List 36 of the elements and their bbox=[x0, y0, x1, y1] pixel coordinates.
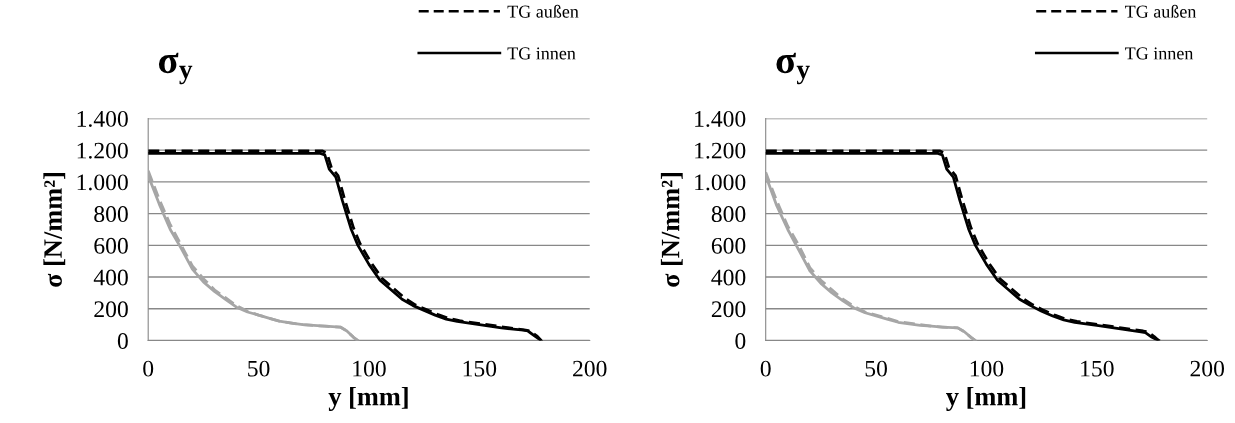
y-tick-label: 1.200 bbox=[77, 142, 128, 159]
y-tick-label: 200 bbox=[94, 301, 128, 318]
legend-label: TG innen bbox=[507, 47, 576, 60]
x-axis-title: y [mm] bbox=[328, 386, 408, 411]
x-tick-label: 100 bbox=[353, 360, 386, 377]
y-tick-label: 600 bbox=[711, 237, 746, 254]
y-axis-title: σ [N/mm²] bbox=[43, 173, 66, 287]
legend-label: TG außen bbox=[507, 4, 579, 18]
y-tick-label: 800 bbox=[94, 206, 128, 223]
x-tick-label: 0 bbox=[760, 360, 771, 377]
x-tick-label: 50 bbox=[865, 360, 887, 377]
y-tick-label: 1.000 bbox=[77, 174, 128, 191]
legend-label: TG innen bbox=[1125, 47, 1194, 60]
y-tick-label: 800 bbox=[711, 206, 746, 223]
y-tick-label: 0 bbox=[735, 333, 746, 349]
y-tick-label: 0 bbox=[117, 333, 128, 349]
x-tick-label: 150 bbox=[463, 360, 497, 377]
y-tick-label: 1.000 bbox=[695, 174, 746, 191]
y-tick-label: 1.400 bbox=[695, 110, 746, 127]
x-tick-label: 50 bbox=[248, 360, 270, 377]
x-tick-label: 100 bbox=[970, 360, 1004, 377]
x-tick-label: 200 bbox=[573, 360, 607, 377]
y-tick-label: 600 bbox=[94, 237, 128, 254]
chart-title: σ$_{y}$ bbox=[776, 52, 810, 85]
x-tick-label: 200 bbox=[1190, 360, 1225, 377]
y-axis-title: σ [N/mm²] bbox=[660, 173, 683, 287]
y-tick-label: 1.400 bbox=[77, 110, 128, 127]
y-tick-label: 200 bbox=[711, 301, 746, 318]
y-tick-label: 400 bbox=[93, 269, 128, 286]
x-tick-label: 0 bbox=[143, 360, 154, 377]
legend-label: TG außen bbox=[1125, 4, 1197, 18]
y-tick-label: 400 bbox=[711, 269, 746, 286]
y-tick-label: 1.200 bbox=[695, 142, 746, 159]
x-axis-title: y [mm] bbox=[946, 386, 1026, 411]
chart-title: σ$_{y}$ bbox=[158, 52, 193, 85]
x-tick-label: 150 bbox=[1081, 360, 1114, 377]
